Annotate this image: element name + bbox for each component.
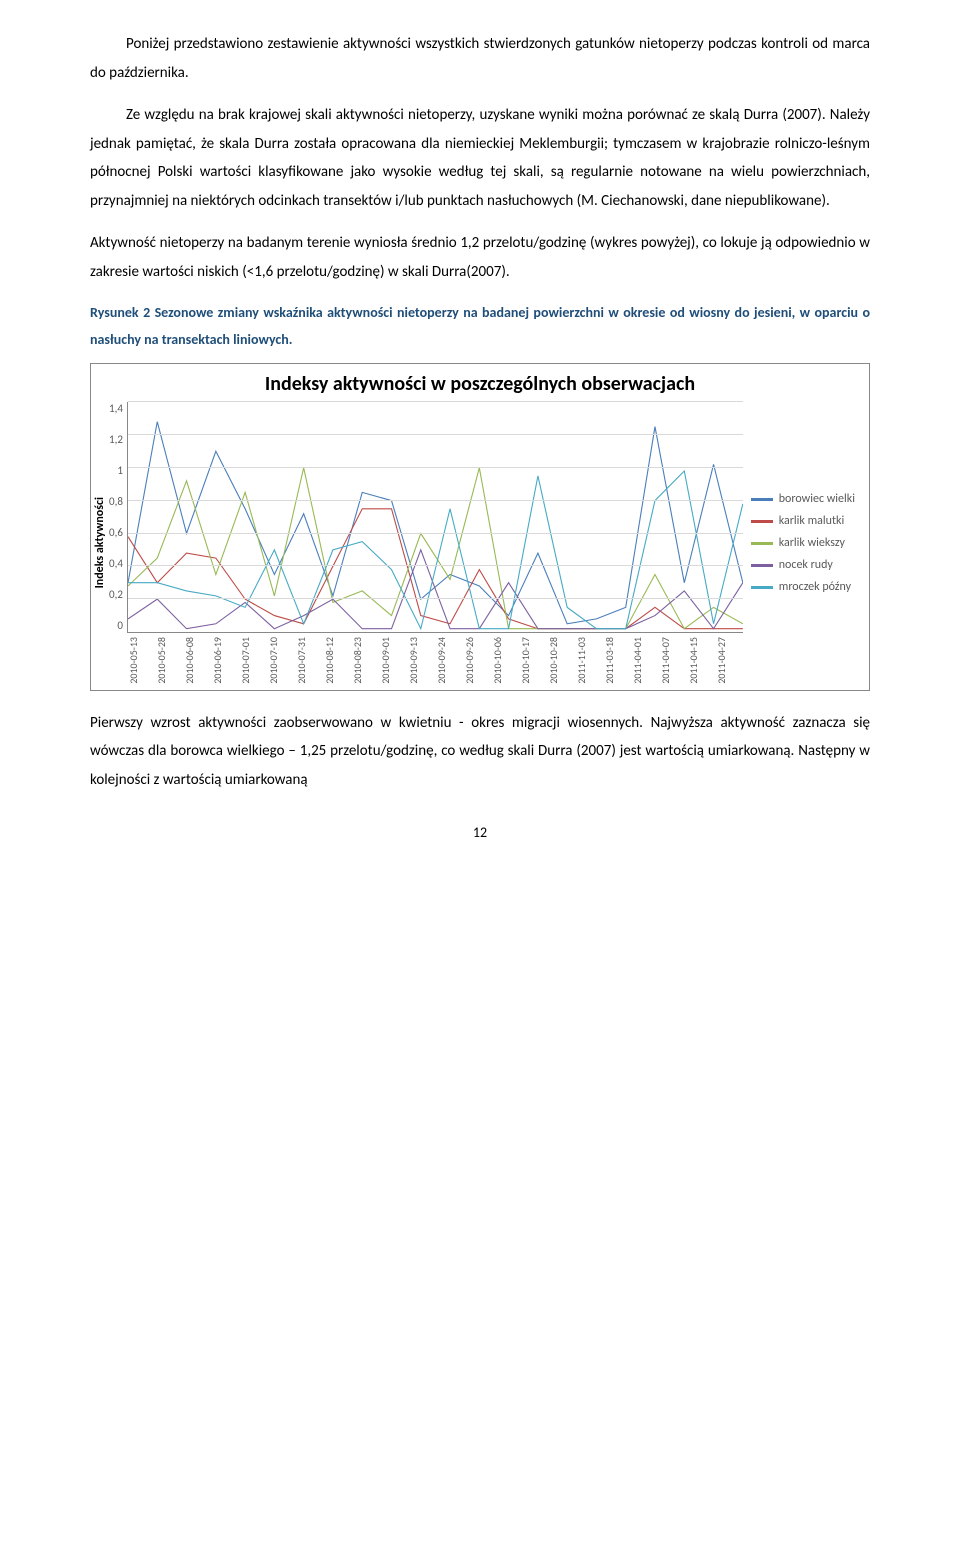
y-tick: 0,2 <box>109 588 123 601</box>
legend-swatch <box>751 542 773 545</box>
gridline <box>128 598 743 599</box>
y-tick: 0,4 <box>109 557 123 570</box>
legend-item: karlik wiekszy <box>751 536 855 550</box>
x-tick: 2010-06-19 <box>211 637 239 684</box>
legend-item: mroczek późny <box>751 580 855 594</box>
gridline <box>128 467 743 468</box>
x-tick: 2010-09-01 <box>379 637 407 684</box>
chart-legend: borowiec wielki karlik malutki karlik wiek… <box>743 402 869 684</box>
chart-y-axis-label: Indeks aktywności <box>91 497 109 588</box>
y-tick: 1 <box>117 464 123 477</box>
gridline <box>128 401 743 402</box>
series-line <box>128 471 743 629</box>
x-tick: 2011-03-18 <box>603 637 631 684</box>
figure-caption: Rysunek 2 Sezonowe zmiany wskaźnika akty… <box>90 300 870 353</box>
y-tick: 1,4 <box>109 402 123 415</box>
page-number: 12 <box>90 824 870 841</box>
legend-swatch <box>751 586 773 589</box>
legend-swatch <box>751 520 773 523</box>
x-tick: 2010-07-10 <box>267 637 295 684</box>
x-tick: 2010-07-01 <box>239 637 267 684</box>
gridline <box>128 533 743 534</box>
legend-item: borowiec wielki <box>751 492 855 506</box>
legend-item: nocek rudy <box>751 558 855 572</box>
legend-swatch <box>751 564 773 567</box>
x-tick: 2010-08-12 <box>323 637 351 684</box>
x-tick: 2011-04-07 <box>659 637 687 684</box>
x-tick: 2010-10-06 <box>491 637 519 684</box>
x-tick: 2010-07-31 <box>295 637 323 684</box>
x-tick: 2011-04-15 <box>687 637 715 684</box>
legend-swatch <box>751 498 773 501</box>
x-tick: 2010-09-26 <box>463 637 491 684</box>
gridline <box>128 500 743 501</box>
x-tick: 2010-09-24 <box>435 637 463 684</box>
y-tick: 0,6 <box>109 526 123 539</box>
x-tick: 2011-04-27 <box>715 637 743 684</box>
chart-x-axis: 2010-05-132010-05-282010-06-082010-06-19… <box>127 633 743 684</box>
chart-title: Indeksy aktywności w poszczególnych obse… <box>91 372 869 396</box>
legend-label: nocek rudy <box>779 558 833 572</box>
legend-label: karlik wiekszy <box>779 536 845 550</box>
x-tick: 2011-04-01 <box>631 637 659 684</box>
x-tick: 2010-08-23 <box>351 637 379 684</box>
paragraph-2: Ze względu na brak krajowej skali aktywn… <box>90 101 870 215</box>
x-tick: 2010-10-28 <box>547 637 575 684</box>
legend-item: karlik malutki <box>751 514 855 528</box>
series-line <box>128 422 743 624</box>
x-tick: 2010-05-28 <box>155 637 183 684</box>
gridline <box>128 565 743 566</box>
paragraph-4: Pierwszy wzrost aktywności zaobserwowano… <box>90 709 870 795</box>
x-tick: 2010-05-13 <box>127 637 155 684</box>
chart-y-axis: 1,4 1,2 1 0,8 0,6 0,4 0,2 0 <box>109 402 127 632</box>
gridline <box>128 434 743 435</box>
legend-label: karlik malutki <box>779 514 844 528</box>
x-tick: 2010-09-13 <box>407 637 435 684</box>
y-tick: 1,2 <box>109 433 123 446</box>
legend-label: mroczek późny <box>779 580 851 594</box>
y-tick: 0,8 <box>109 495 123 508</box>
chart-plot-area <box>127 402 743 633</box>
series-line <box>128 468 743 629</box>
activity-chart: Indeksy aktywności w poszczególnych obse… <box>90 363 870 691</box>
legend-label: borowiec wielki <box>779 492 855 506</box>
paragraph-1: Poniżej przedstawiono zestawienie aktywn… <box>90 30 870 87</box>
y-tick: 0 <box>117 619 123 632</box>
x-tick: 2010-06-08 <box>183 637 211 684</box>
x-tick: 2010-10-17 <box>519 637 547 684</box>
x-tick: 2011-11-03 <box>575 637 603 684</box>
paragraph-3: Aktywność nietoperzy na badanym terenie … <box>90 229 870 286</box>
